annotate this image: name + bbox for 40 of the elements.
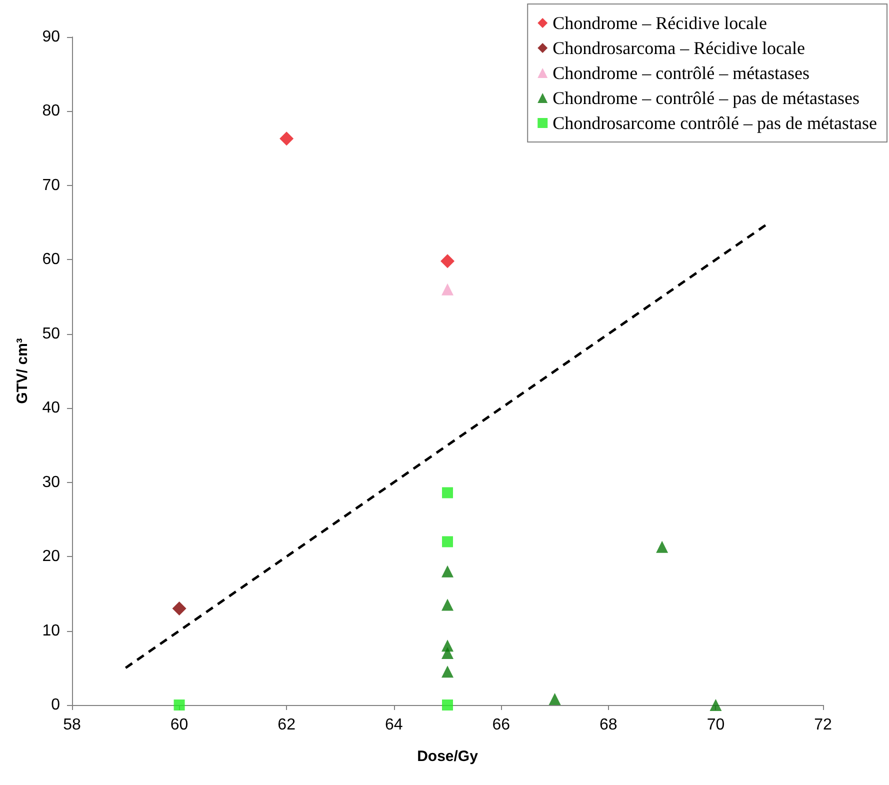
y-tick-label: 20 [42,548,60,566]
x-tick-label: 66 [492,716,510,734]
y-tick-label: 50 [42,325,60,342]
y-tick-label: 40 [42,400,60,417]
legend-label: Chondrosarcoma – Récidive locale [552,38,806,58]
point [442,647,454,660]
x-tick-label: 70 [706,716,725,734]
y-tick-label: 90 [42,28,60,46]
y-tick-label: 0 [51,696,60,714]
x-tick-label: 62 [278,716,296,734]
point [442,700,453,710]
y-tick-label: 30 [42,474,60,491]
legend-label: Chondrosarcome contrôlé – pas de métastase [552,113,878,133]
point [442,536,453,548]
point [172,602,186,616]
legend-label: Chondrome – contrôlé – métastases [552,63,810,83]
y-tick-label: 10 [42,622,60,640]
point [442,283,454,296]
point [548,693,561,706]
point [280,132,294,146]
x-tick-label: 64 [384,716,403,734]
y-tick-label: 80 [42,102,60,120]
x-tick-label: 68 [600,716,618,734]
point [710,699,722,711]
y-tick-label: 60 [42,251,60,268]
point [440,254,454,268]
legend-label: Chondrome – Récidive locale [552,13,768,33]
legend-label: Chondrome – contrôlé – pas de métastases [552,88,860,108]
point [656,540,668,553]
y-tick-label: 70 [42,176,60,194]
point [174,700,185,710]
point [442,487,453,498]
point [442,666,454,678]
point [442,565,454,578]
x-tick-label: 60 [170,716,188,734]
point [442,598,454,611]
x-axis-title: Dose/Gy [417,748,479,765]
x-tick-label: 58 [63,716,81,734]
x-tick-label: 72 [814,716,832,734]
y-axis-title: GTV/ cm³ [14,338,31,404]
